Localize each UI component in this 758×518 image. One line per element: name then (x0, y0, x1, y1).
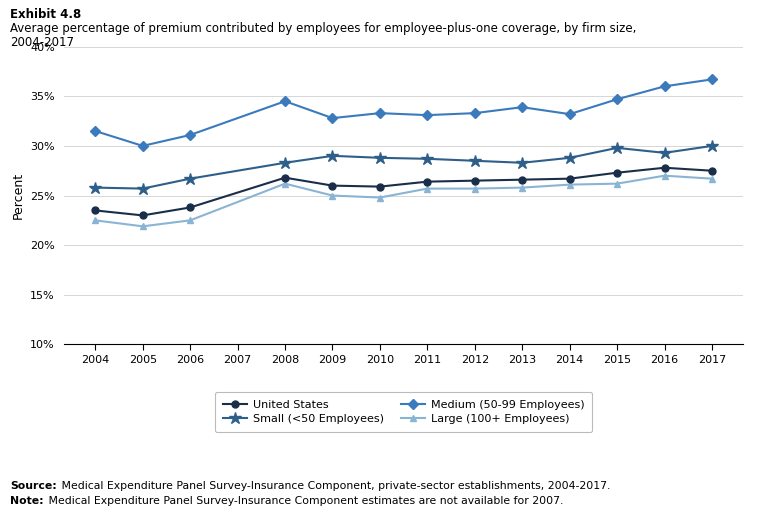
Text: 2004-2017: 2004-2017 (10, 36, 74, 49)
Text: Note:: Note: (10, 496, 43, 506)
Legend: United States, Small (<50 Employees), Medium (50-99 Employees), Large (100+ Empl: United States, Small (<50 Employees), Me… (215, 392, 592, 431)
Text: Medical Expenditure Panel Survey-Insurance Component, private-sector establishme: Medical Expenditure Panel Survey-Insuran… (58, 481, 610, 491)
Text: Exhibit 4.8: Exhibit 4.8 (10, 8, 81, 21)
Text: Medical Expenditure Panel Survey-Insurance Component estimates are not available: Medical Expenditure Panel Survey-Insuran… (45, 496, 564, 506)
Text: Average percentage of premium contributed by employees for employee-plus-one cov: Average percentage of premium contribute… (10, 22, 636, 35)
Y-axis label: Percent: Percent (11, 172, 24, 219)
Text: Source:: Source: (10, 481, 57, 491)
